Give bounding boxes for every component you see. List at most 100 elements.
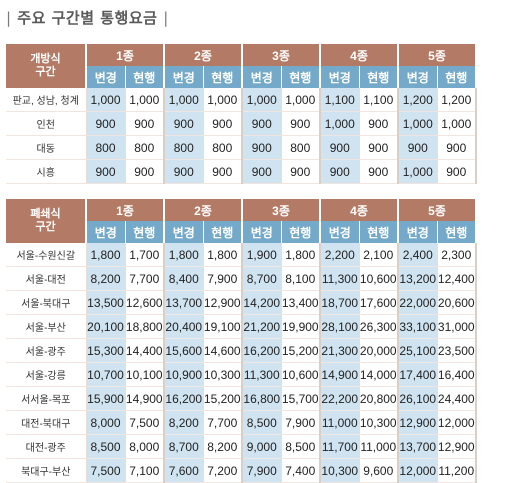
sub-header-new: 변경 xyxy=(398,66,438,88)
sub-header-new: 변경 xyxy=(320,221,360,243)
fare-current-cell: 8,500 xyxy=(281,434,321,459)
fare-new-cell: 800 xyxy=(86,135,126,160)
fare-new-cell: 13,500 xyxy=(86,290,126,315)
fare-new-cell: 2,400 xyxy=(398,243,438,267)
fare-current-cell: 1,000 xyxy=(203,88,243,112)
sub-header-old: 현행 xyxy=(359,66,399,88)
fare-current-cell: 19,100 xyxy=(203,314,243,339)
fare-new-cell: 1,800 xyxy=(164,243,204,267)
fare-new-cell: 8,200 xyxy=(86,266,126,291)
fare-new-cell: 800 xyxy=(164,135,204,160)
fare-new-cell: 11,700 xyxy=(320,434,360,459)
table-row: 서울-강릉 10,700 10,100 10,900 10,300 11,300 10,60… xyxy=(6,362,477,387)
fare-new-cell: 900 xyxy=(164,159,204,184)
fare-new-cell: 900 xyxy=(242,159,282,184)
fare-new-cell: 900 xyxy=(242,135,282,160)
route-label: 서울-대전 xyxy=(6,266,87,291)
corner-label-line1: 개방식 xyxy=(30,53,61,65)
table-header: 개방식 구간 1종 2종 3종 4종 5종 변경 현행 변경 현행 변경 현행 변경 현행 변경 현행 xyxy=(6,44,477,88)
fare-current-cell: 1,700 xyxy=(125,243,165,267)
fare-new-cell: 8,000 xyxy=(86,410,126,435)
fare-current-cell: 900 xyxy=(281,111,321,136)
route-label: 대전-북대구 xyxy=(6,410,87,435)
fare-new-cell: 25,100 xyxy=(398,338,438,363)
fare-new-cell: 8,500 xyxy=(86,434,126,459)
fare-new-cell: 16,200 xyxy=(242,338,282,363)
fare-new-cell: 14,200 xyxy=(242,290,282,315)
fare-current-cell: 12,900 xyxy=(437,434,477,459)
fare-new-cell: 900 xyxy=(320,135,360,160)
fare-current-cell: 7,700 xyxy=(203,410,243,435)
grade-header: 5종 xyxy=(398,44,477,66)
fare-current-cell: 31,000 xyxy=(437,314,477,339)
fare-new-cell: 20,100 xyxy=(86,314,126,339)
fare-current-cell: 20,800 xyxy=(359,386,399,411)
fare-current-cell: 900 xyxy=(359,159,399,184)
corner-label-line2: 구간 xyxy=(35,66,56,78)
fare-current-cell: 15,200 xyxy=(203,386,243,411)
grade-header: 3종 xyxy=(242,199,321,221)
fare-new-cell: 33,100 xyxy=(398,314,438,339)
title-text: 주요 구간별 통행요금 xyxy=(17,9,158,27)
fare-new-cell: 13,700 xyxy=(398,434,438,459)
fare-new-cell: 2,200 xyxy=(320,243,360,267)
table-row: 인천 900 900 900 900 900 900 1,000 900 1,000 1,000 xyxy=(6,111,477,136)
route-label: 시흥 xyxy=(6,159,87,184)
corner-label-line2: 구간 xyxy=(35,221,56,233)
fare-new-cell: 8,700 xyxy=(242,266,282,291)
fare-current-cell: 800 xyxy=(281,135,321,160)
fare-current-cell: 14,400 xyxy=(125,338,165,363)
grade-header: 1종 xyxy=(86,44,165,66)
fare-current-cell: 900 xyxy=(359,135,399,160)
grade-header: 1종 xyxy=(86,199,165,221)
sub-header-new: 변경 xyxy=(320,66,360,88)
fare-new-cell: 20,400 xyxy=(164,314,204,339)
closed-section-fare-table: 폐쇄식 구간 1종 2종 3종 4종 5종 변경 현행 변경 현행 변경 현행 변경 현행 변경 현행 서울-수… xyxy=(6,199,477,483)
route-label: 서울-강릉 xyxy=(6,362,87,387)
grade-header-row: 폐쇄식 구간 1종 2종 3종 4종 5종 xyxy=(6,199,477,243)
corner-header: 개방식 구간 xyxy=(6,44,87,88)
fare-new-cell: 1,100 xyxy=(320,88,360,112)
corner-header: 폐쇄식 구간 xyxy=(6,199,87,243)
fare-current-cell: 16,400 xyxy=(437,362,477,387)
fare-new-cell: 21,200 xyxy=(242,314,282,339)
fare-current-cell: 7,500 xyxy=(125,410,165,435)
fare-current-cell: 10,600 xyxy=(281,362,321,387)
fare-current-cell: 23,500 xyxy=(437,338,477,363)
fare-current-cell: 8,000 xyxy=(125,434,165,459)
fare-new-cell: 900 xyxy=(164,111,204,136)
fare-new-cell: 16,200 xyxy=(164,386,204,411)
fare-new-cell: 11,300 xyxy=(320,266,360,291)
grade-header-row: 개방식 구간 1종 2종 3종 4종 5종 xyxy=(6,44,477,88)
table-row: 서울-대전 8,200 7,700 8,400 7,900 8,700 8,100 11,30… xyxy=(6,266,477,291)
fare-new-cell: 22,200 xyxy=(320,386,360,411)
fare-new-cell: 1,000 xyxy=(242,88,282,112)
sub-header-new: 변경 xyxy=(398,221,438,243)
route-label: 서울-수원신갈 xyxy=(6,243,87,267)
sub-header-new: 변경 xyxy=(164,221,204,243)
fare-current-cell: 1,100 xyxy=(359,88,399,112)
sub-header-old: 현행 xyxy=(281,66,321,88)
sub-header-new: 변경 xyxy=(242,221,282,243)
fare-new-cell: 14,900 xyxy=(320,362,360,387)
table-row: 판교, 성남, 청계 1,000 1,000 1,000 1,000 1,000 1,000… xyxy=(6,88,477,112)
title-bar-left: | xyxy=(6,9,12,27)
fare-current-cell: 14,900 xyxy=(125,386,165,411)
sub-header-old: 현행 xyxy=(203,66,243,88)
fare-new-cell: 900 xyxy=(242,111,282,136)
fare-current-cell: 1,000 xyxy=(437,111,477,136)
fare-new-cell: 8,700 xyxy=(164,434,204,459)
fare-current-cell: 10,100 xyxy=(125,362,165,387)
fare-new-cell: 1,000 xyxy=(398,159,438,184)
fare-new-cell: 13,200 xyxy=(398,266,438,291)
fare-current-cell: 20,000 xyxy=(359,338,399,363)
table-row: 대동 800 800 800 800 900 800 900 900 900 900 xyxy=(6,135,477,160)
fare-new-cell: 16,800 xyxy=(242,386,282,411)
grade-header: 2종 xyxy=(164,199,243,221)
fare-current-cell: 12,900 xyxy=(203,290,243,315)
route-label: 인천 xyxy=(6,111,87,136)
fare-current-cell: 11,000 xyxy=(359,434,399,459)
route-label: 서울-북대구 xyxy=(6,290,87,315)
fare-current-cell: 8,100 xyxy=(281,266,321,291)
fare-new-cell: 8,500 xyxy=(242,410,282,435)
